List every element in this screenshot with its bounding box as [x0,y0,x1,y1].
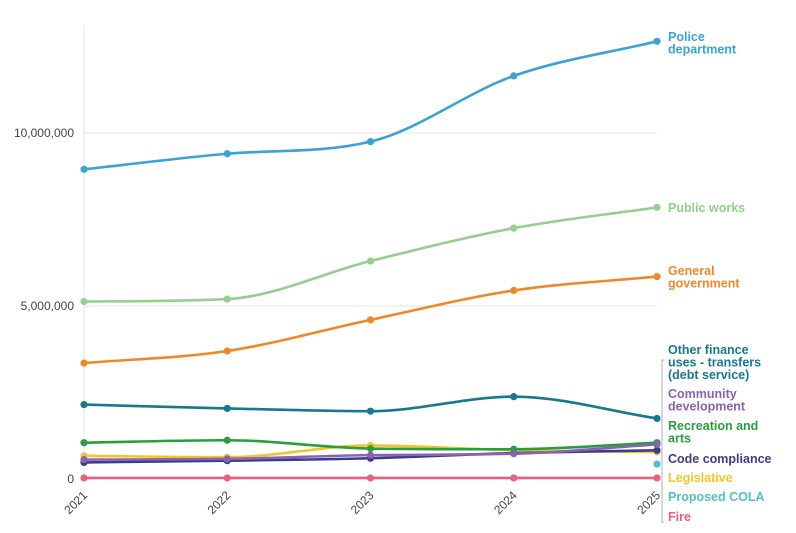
point-recreation-and-arts [223,436,231,444]
point-proposed-cola [653,460,661,468]
series-points [80,37,661,482]
series-label-police-department: Police department [668,30,737,57]
line-other-finance-uses-transfers-debt-service [82,395,659,420]
x-tick-label: 2021 [61,488,90,517]
series-label-other-finance-uses-transfers-debt-service: Other finance uses - transfers (debt servi… [668,343,761,382]
point-general-government [510,286,518,295]
point-community-development [223,455,231,463]
label-bracket-line [661,359,664,523]
point-police-department [223,150,231,158]
x-tick-label: 2024 [491,488,520,517]
point-other-finance-uses-transfers-debt-service [223,404,231,413]
series-label-proposed-cola: Proposed COLA [668,490,765,504]
label-bracket [661,359,664,523]
series-label-community-development: Community development [668,387,746,414]
point-general-government [653,272,661,281]
series-label-code-compliance: Code compliance [668,452,772,466]
point-general-government [366,316,375,324]
y-tick-label: 0 [67,472,74,486]
x-tick-label: 2023 [348,488,377,517]
point-police-department [653,37,661,45]
series-labels: Police department Public works General gover… [668,30,772,524]
point-police-department [366,138,375,146]
point-other-finance-uses-transfers-debt-service [510,393,518,401]
y-tick-label: 10,000,000 [14,126,74,140]
point-general-government [80,359,88,367]
point-community-development [80,456,88,464]
line-public-works [82,206,659,303]
series-label-public-works: Public works [668,201,745,215]
point-public-works [223,295,231,303]
series-label-fire: Fire [668,510,691,524]
point-public-works [653,203,661,211]
series-label-legislative: Legislative [668,471,733,485]
point-police-department [80,165,88,173]
point-other-finance-uses-transfers-debt-service [366,407,375,415]
point-public-works [510,224,518,232]
point-general-government [223,347,231,355]
point-community-development [653,440,661,448]
point-fire [223,474,231,482]
point-community-development [366,451,375,459]
y-tick-label: 5,000,000 [21,299,75,313]
x-tick-label: 2022 [205,488,234,517]
x-tick-label: 2025 [634,488,663,517]
point-recreation-and-arts [366,444,375,453]
point-recreation-and-arts [80,439,88,447]
x-axis-ticks: 2021 2022 2023 2024 2025 [61,488,663,517]
point-other-finance-uses-transfers-debt-service [653,414,661,423]
point-public-works [80,297,88,306]
series-label-general-government: General government [668,264,740,291]
point-code-compliance [653,446,661,454]
point-fire [80,474,88,482]
y-axis-ticks: 0 5,000,000 10,000,000 [14,126,74,486]
point-other-finance-uses-transfers-debt-service [80,401,88,409]
point-fire [366,474,375,482]
point-community-development [510,450,518,458]
point-fire [510,474,518,482]
line-police-department [82,40,659,171]
point-police-department [510,72,518,80]
series-label-recreation-and-arts: Recreation and arts [668,419,758,446]
point-public-works [366,257,375,265]
point-fire [653,474,661,482]
